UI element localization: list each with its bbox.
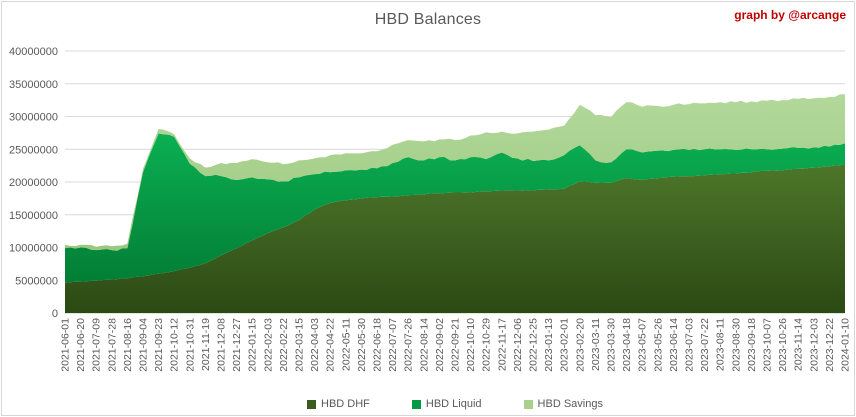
x-tick-label: 2023-07-22 <box>699 318 711 372</box>
x-tick-label: 2021-12-27 <box>231 318 243 372</box>
x-tick-label: 2021-09-23 <box>153 318 165 372</box>
y-tick-label: 35000000 <box>9 79 58 91</box>
y-tick-label: 5000000 <box>15 275 58 287</box>
x-tick-label: 2021-06-01 <box>60 318 72 372</box>
legend-swatch-liquid-icon <box>411 399 421 409</box>
x-tick-label: 2023-04-18 <box>621 318 633 372</box>
x-tick-label: 2022-04-22 <box>325 318 337 372</box>
x-tick-label: 2023-09-18 <box>746 318 758 372</box>
x-tick-label: 2021-08-16 <box>122 318 134 372</box>
x-tick-label: 2022-04-03 <box>309 318 321 372</box>
y-tick-label: 15000000 <box>9 210 58 222</box>
chart-title: HBD Balances <box>374 11 482 28</box>
x-tick-label: 2021-06-20 <box>75 318 87 372</box>
x-tick-label: 2022-08-14 <box>418 318 430 372</box>
area-hbd-dhf <box>65 164 845 313</box>
y-tick-label: 20000000 <box>9 177 58 189</box>
x-tick-label: 2022-09-02 <box>434 318 446 372</box>
legend: HBD DHF HBD Liquid HBD Savings <box>65 398 845 410</box>
x-tick-label: 2022-05-11 <box>340 318 352 371</box>
x-tick-label: 2022-09-21 <box>450 318 462 372</box>
x-tick-label: 2021-11-19 <box>200 318 212 371</box>
x-tick-label: 2024-01-10 <box>840 318 852 372</box>
x-tick-label: 2023-12-22 <box>824 318 836 372</box>
x-tick-label: 2023-10-26 <box>777 318 789 372</box>
x-tick-label: 2022-11-17 <box>496 318 508 371</box>
x-tick-label: 2022-10-29 <box>481 318 493 372</box>
x-tick-label: 2022-12-06 <box>512 318 524 372</box>
x-tick-label: 2023-03-30 <box>606 318 618 372</box>
x-tick-label: 2023-02-20 <box>574 318 586 372</box>
x-tick-label: 2023-02-01 <box>559 318 571 372</box>
x-tick-label: 2021-10-31 <box>184 318 196 372</box>
legend-item-hbd-liquid: HBD Liquid <box>411 398 482 410</box>
x-tick-label: 2022-07-07 <box>387 318 399 372</box>
x-tick-label: 2022-02-03 <box>262 318 274 372</box>
x-tick-label: 2023-01-13 <box>543 318 555 372</box>
legend-label-liquid: HBD Liquid <box>425 398 482 410</box>
legend-item-hbd-savings: HBD Savings <box>523 398 603 410</box>
x-tick-label: 2021-07-09 <box>91 318 103 372</box>
legend-swatch-dhf-icon <box>307 399 317 409</box>
credit-text: graph by @arcange <box>734 8 846 22</box>
x-tick-label: 2022-06-18 <box>372 318 384 372</box>
x-tick-label: 2022-07-26 <box>403 318 415 372</box>
x-tick-label: 2021-10-12 <box>169 318 181 372</box>
x-tick-label: 2022-03-15 <box>294 318 306 372</box>
legend-label-savings: HBD Savings <box>537 398 603 410</box>
y-tick-label: 0 <box>52 308 58 320</box>
y-tick-label: 10000000 <box>9 243 58 255</box>
x-tick-label: 2023-12-03 <box>808 318 820 372</box>
x-tick-label: 2023-08-30 <box>730 318 742 372</box>
area-hbd-liquid <box>65 133 845 283</box>
legend-label-dhf: HBD DHF <box>321 398 370 410</box>
x-tick-label: 2023-07-03 <box>684 318 696 372</box>
x-tick-label: 2023-11-14 <box>793 318 805 371</box>
x-tick-label: 2023-10-07 <box>762 318 774 372</box>
x-tick-label: 2022-01-15 <box>247 318 259 372</box>
x-tick-label: 2023-05-26 <box>652 318 664 372</box>
x-tick-label: 2021-09-04 <box>138 318 150 372</box>
x-tick-label: 2023-05-07 <box>637 318 649 372</box>
x-tick-label: 2022-02-22 <box>278 318 290 372</box>
y-tick-label: 40000000 <box>9 46 58 58</box>
x-tick-label: 2022-05-30 <box>356 318 368 372</box>
x-tick-label: 2022-10-10 <box>465 318 477 372</box>
legend-item-hbd-dhf: HBD DHF <box>307 398 370 410</box>
x-tick-label: 2023-03-11 <box>590 318 602 371</box>
y-tick-label: 25000000 <box>9 144 58 156</box>
x-tick-label: 2023-08-11 <box>715 318 727 371</box>
x-tick-label: 2023-06-14 <box>668 318 680 372</box>
x-tick-label: 2021-07-28 <box>106 318 118 372</box>
legend-swatch-savings-icon <box>523 399 533 409</box>
x-tick-label: 2021-12-08 <box>216 318 228 372</box>
y-tick-label: 30000000 <box>9 112 58 124</box>
x-tick-label: 2022-12-25 <box>528 318 540 372</box>
area-hbd-savings <box>65 94 845 251</box>
